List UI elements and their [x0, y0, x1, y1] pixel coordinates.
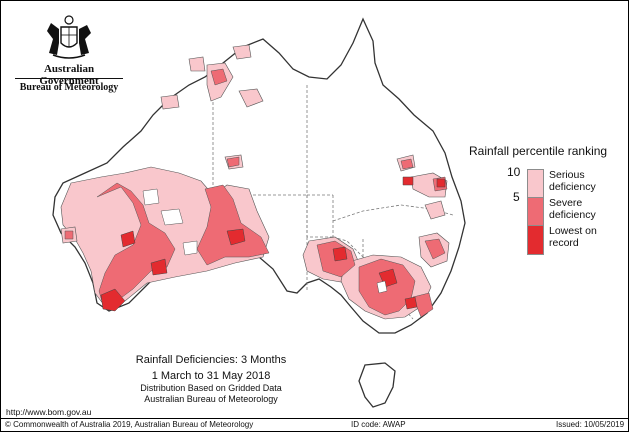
legend-title: Rainfall percentile ranking [469, 144, 608, 158]
caption-dates: 1 March to 31 May 2018 [151, 370, 271, 382]
issued-date: Issued: 10/05/2019 [556, 420, 625, 429]
legend-swatch-severe [527, 197, 544, 227]
legend-tick-5: 5 [513, 190, 520, 204]
legend-label-severe: Severe deficiency [549, 197, 596, 221]
coat-of-arms-icon [47, 15, 91, 59]
tasmania-outline [358, 362, 396, 408]
caption-title: Rainfall Deficiencies: 3 Months [135, 354, 287, 366]
website-link[interactable]: http://www.bom.gov.au [6, 407, 92, 417]
logo-divider [15, 78, 123, 79]
org-unit: Bureau of Meteorology [19, 82, 119, 93]
legend-label-serious: Serious deficiency [549, 169, 596, 193]
government-logo: Australian Government Bureau of Meteorol… [13, 13, 125, 93]
legend-swatch-lowest [527, 225, 544, 255]
interior-gaps [142, 188, 388, 294]
severe-deficiency-regions [64, 68, 448, 318]
copyright-text: © Commonwealth of Australia 2019, Austra… [5, 420, 254, 429]
id-code: ID code: AWAP [351, 420, 406, 429]
legend-tick-10: 10 [507, 165, 521, 179]
caption-source: Australian Bureau of Meteorology [144, 394, 278, 404]
legend-swatch-serious [527, 169, 544, 199]
legend-label-lowest: Lowest on record [549, 225, 597, 249]
map-caption: Rainfall Deficiencies: 3 Months 1 March … [131, 354, 291, 405]
caption-method: Distribution Based on Gridded Data [140, 383, 282, 393]
footer-divider [1, 418, 628, 419]
